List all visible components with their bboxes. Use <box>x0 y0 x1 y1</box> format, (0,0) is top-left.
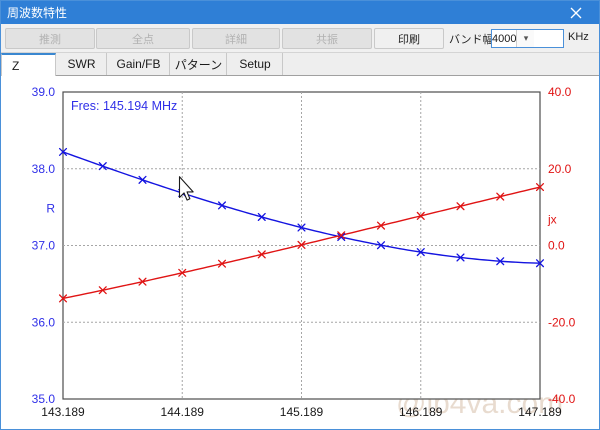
svg-text:144.189: 144.189 <box>161 405 205 419</box>
svg-text:35.0: 35.0 <box>32 392 56 406</box>
svg-text:39.0: 39.0 <box>32 85 56 99</box>
svg-text:147.189: 147.189 <box>518 405 562 419</box>
svg-text:R: R <box>46 202 55 216</box>
svg-text:jx: jx <box>547 213 557 227</box>
svg-text:20.0: 20.0 <box>548 162 572 176</box>
svg-text:36.0: 36.0 <box>32 315 56 329</box>
svg-text:37.0: 37.0 <box>32 239 56 253</box>
svg-text:143.189: 143.189 <box>41 405 85 419</box>
svg-text:38.0: 38.0 <box>32 162 56 176</box>
svg-text:0.0: 0.0 <box>548 239 565 253</box>
svg-text:145.189: 145.189 <box>280 405 324 419</box>
svg-text:146.189: 146.189 <box>399 405 443 419</box>
svg-text:-40.0: -40.0 <box>548 392 576 406</box>
svg-text:-20.0: -20.0 <box>548 315 576 329</box>
svg-text:Fres: 145.194 MHz: Fres: 145.194 MHz <box>71 99 177 113</box>
svg-text:40.0: 40.0 <box>548 85 572 99</box>
